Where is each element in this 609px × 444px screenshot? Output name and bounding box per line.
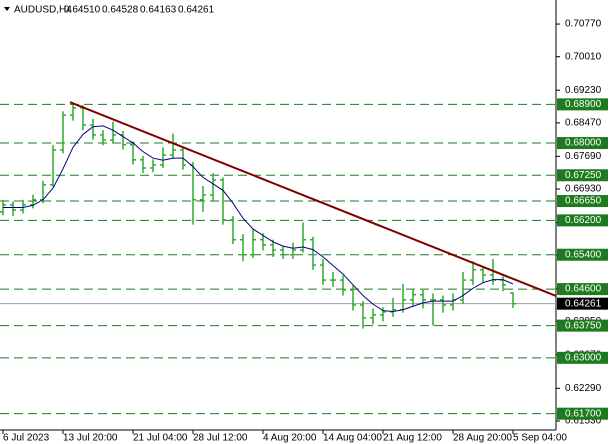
x-tick-label: 6 Jul 2023	[3, 433, 50, 444]
x-tick-label: 5 Sep 04:00	[513, 433, 567, 444]
x-tick-label: 28 Jul 12:00	[193, 433, 248, 444]
level-label: 0.68000	[565, 138, 602, 149]
y-tick-label: 0.62290	[565, 383, 602, 394]
y-tick-label: 0.69230	[565, 85, 602, 96]
level-label: 0.64600	[565, 284, 602, 295]
level-label: 0.63750	[565, 320, 602, 331]
level-label-box	[557, 169, 608, 182]
menu-triangle	[4, 7, 10, 11]
x-tick-label: 21 Aug 12:00	[383, 433, 442, 444]
x-tick-label: 21 Jul 04:00	[133, 433, 188, 444]
level-label-box	[557, 98, 608, 111]
y-tick-label: 0.70010	[565, 51, 602, 62]
level-label-box	[557, 319, 608, 332]
y-tick-label: 0.68470	[565, 117, 602, 128]
moving-average	[3, 125, 514, 312]
level-label-box	[557, 137, 608, 150]
header-close: 0.64261	[178, 5, 215, 16]
level-label-box	[557, 195, 608, 208]
level-label-box	[557, 283, 608, 296]
level-label-box	[557, 351, 608, 364]
level-label: 0.68900	[565, 99, 602, 110]
level-label: 0.66650	[565, 196, 602, 207]
y-tick-label: 0.70770	[565, 19, 602, 30]
y-tick-label: 0.67690	[565, 151, 602, 162]
current-price-label: 0.64261	[565, 298, 602, 309]
level-label-box	[557, 214, 608, 227]
level-label: 0.63000	[565, 352, 602, 363]
y-tick-label: 0.61530	[565, 416, 602, 427]
x-tick-label: 28 Aug 20:00	[453, 433, 512, 444]
header-low: 0.64163	[140, 5, 177, 16]
header-high: 0.64528	[102, 5, 139, 16]
symbol: AUDUSD,H4	[14, 5, 72, 16]
level-label: 0.67250	[565, 170, 602, 181]
x-tick-label: 13 Jul 20:00	[63, 433, 118, 444]
header-open: 0.64510	[64, 5, 101, 16]
current-price-box	[557, 297, 608, 310]
trendline	[69, 101, 557, 297]
x-tick-label: 4 Aug 20:00	[263, 433, 317, 444]
y-tick-label: 0.66930	[565, 184, 602, 195]
x-tick-label: 14 Aug 04:00	[323, 433, 382, 444]
level-label: 0.65400	[565, 249, 602, 260]
level-label: 0.61700	[565, 408, 602, 419]
level-label: 0.66200	[565, 215, 602, 226]
level-label-box	[557, 248, 608, 261]
level-label-box	[557, 407, 608, 420]
